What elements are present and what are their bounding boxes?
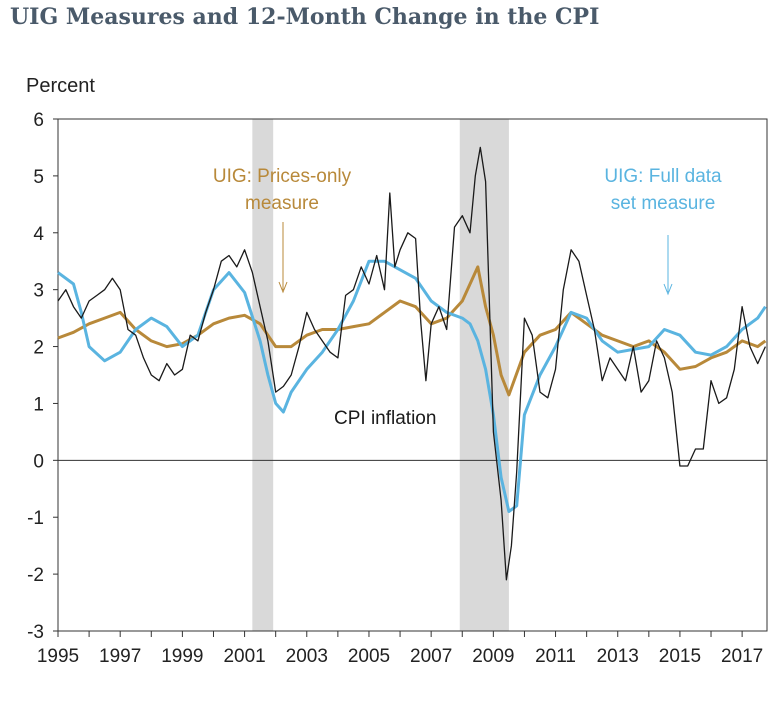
- x-tick-label: 2005: [348, 646, 390, 667]
- x-tick-label: 2007: [410, 646, 452, 667]
- x-tick-label: 2011: [535, 646, 576, 667]
- annotation-prices-only-line2: measure: [245, 193, 319, 214]
- y-tick-label: 0: [33, 451, 44, 472]
- annotation-cpi-inflation: CPI inflation: [334, 408, 436, 429]
- axes: -3 -2 -1 0 1 2 3 4 5 6 1995 1997 1999 2001 2003 2005 200…: [27, 110, 768, 667]
- recession-shading: [252, 119, 509, 631]
- y-tick-label: -2: [27, 565, 44, 586]
- annotation-prices-only-line1: UIG: Prices-only: [213, 166, 352, 187]
- y-tick-label: -1: [27, 508, 44, 529]
- y-tick-label: 1: [33, 394, 44, 415]
- cpi-inflation-line: [57, 146, 766, 581]
- x-tick-label: 2001: [223, 646, 265, 667]
- x-tick-label: 2017: [721, 646, 763, 667]
- annotation-full-data-line2: set measure: [611, 193, 716, 214]
- x-tick-label: 2003: [286, 646, 328, 667]
- recession-band-0: [252, 119, 274, 631]
- uig-full-data-line: [57, 259, 767, 513]
- x-tick-label: 1999: [161, 646, 203, 667]
- x-tick-label: 1997: [99, 646, 141, 667]
- y-tick-label: -3: [27, 622, 44, 643]
- y-tick-label: 3: [33, 281, 44, 302]
- x-tick-label: 2013: [597, 646, 639, 667]
- y-tick-label: 5: [33, 167, 44, 188]
- y-axis-label: Percent: [26, 75, 95, 97]
- chart-title: UIG Measures and 12-Month Change in the …: [10, 4, 600, 30]
- x-tick-label: 2009: [472, 646, 514, 667]
- plot-frame: [57, 118, 768, 632]
- y-tick-label: 4: [33, 224, 44, 245]
- x-tick-label: 2015: [659, 646, 701, 667]
- x-tick-label: 1995: [37, 646, 79, 667]
- prices-only-arrowhead-icon: [278, 281, 288, 294]
- annotation-full-data-line1: UIG: Full data: [604, 166, 722, 187]
- series-lines: [57, 146, 767, 581]
- y-tick-label: 6: [33, 110, 44, 131]
- full-data-arrowhead-icon: [663, 283, 673, 296]
- y-tick-label: 2: [33, 338, 44, 359]
- uig-prices-only-line: [57, 265, 767, 397]
